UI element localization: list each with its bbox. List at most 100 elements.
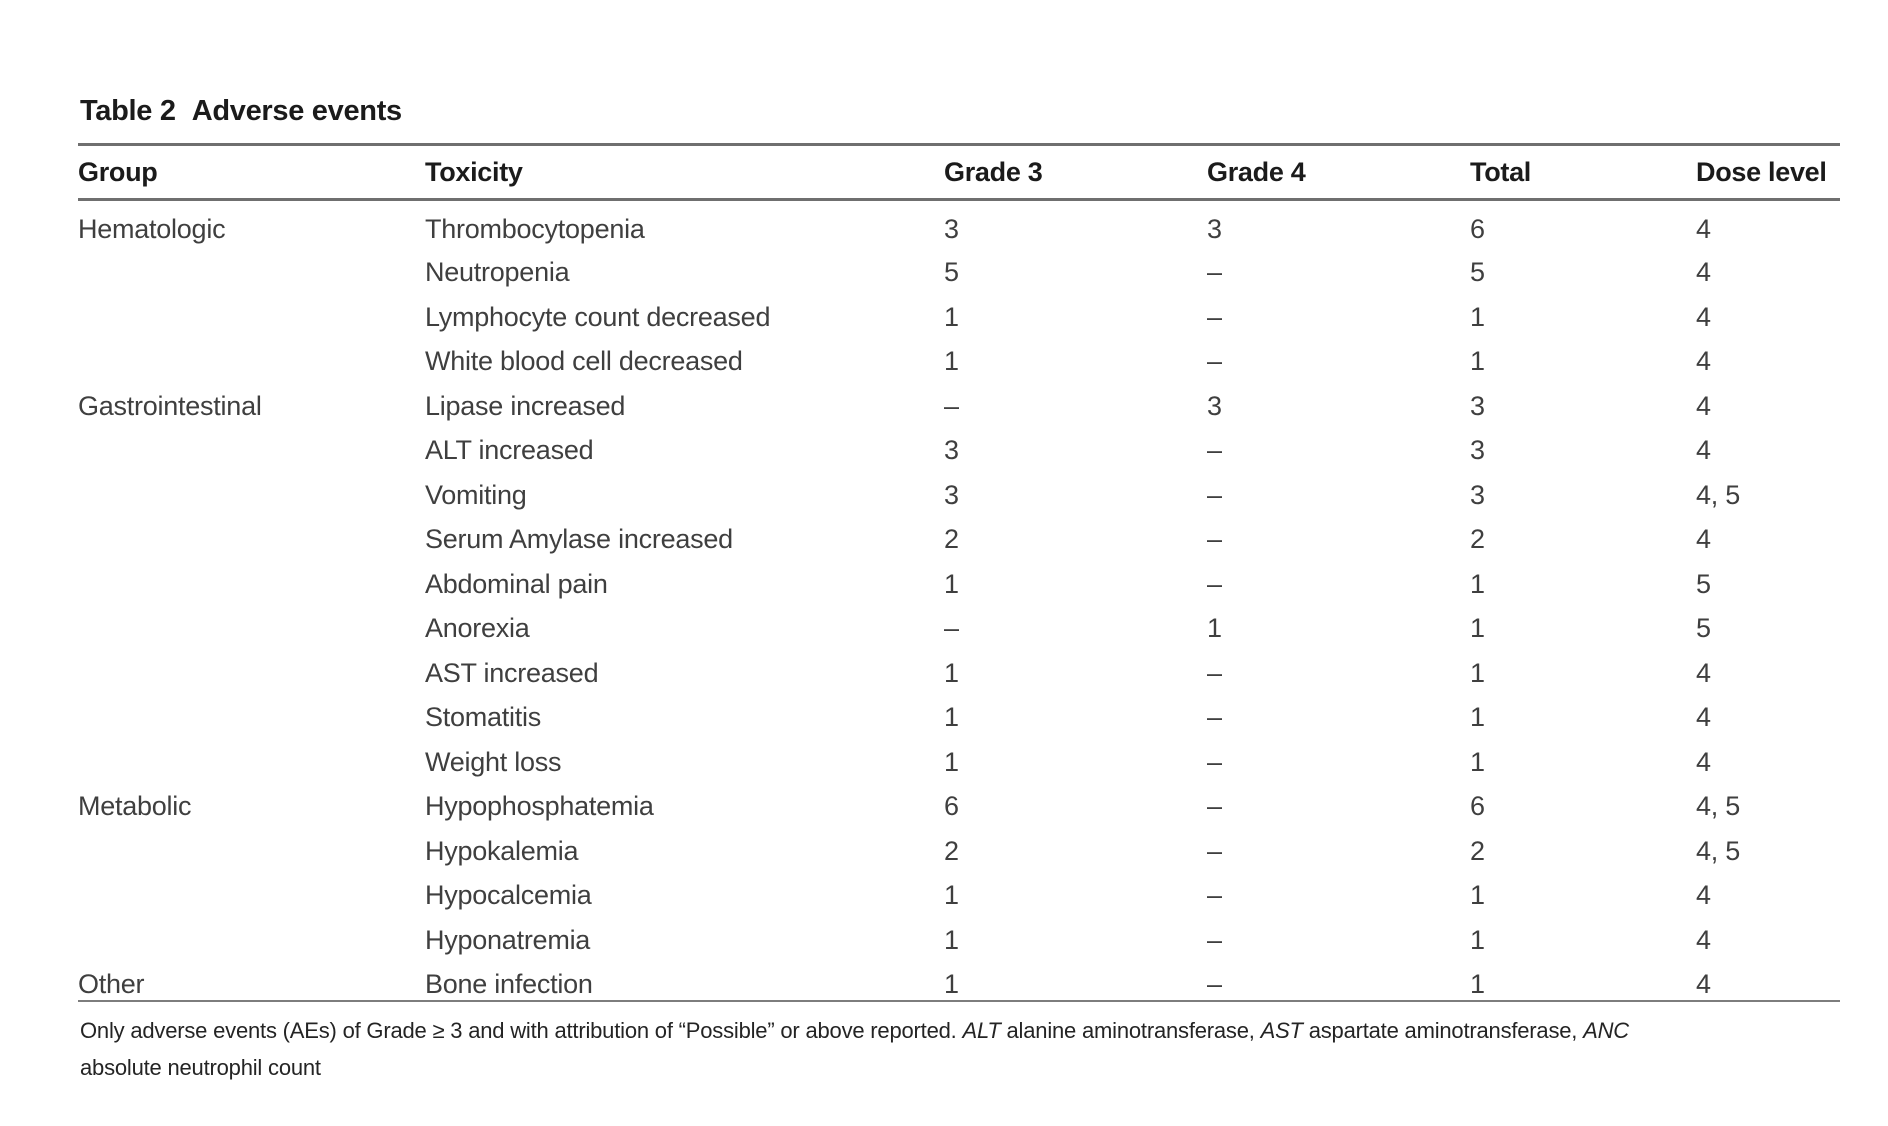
dose-cell: 4	[1696, 435, 1711, 466]
group-cell	[78, 823, 425, 868]
total-cell: 1	[1470, 702, 1485, 733]
total-cell: 6	[1470, 791, 1485, 822]
group-cell	[78, 734, 425, 779]
column-header-toxicity: Toxicity	[425, 143, 944, 201]
table-row: Gastrointestinal Lipase increased – 3 3 4	[78, 378, 1840, 423]
toxicity-cell: Hyponatremia	[425, 924, 591, 955]
dose-cell: 4, 5	[1696, 791, 1741, 822]
column-header-grade3: Grade 3	[944, 143, 1207, 201]
group-cell	[78, 333, 425, 378]
toxicity-cell: Hypocalcemia	[425, 880, 592, 911]
total-cell: 1	[1470, 301, 1485, 332]
grade4-cell: –	[1207, 791, 1222, 822]
table-row: Metabolic Hypophosphatemia 6 – 6 4, 5	[78, 778, 1840, 823]
table-row: Other Bone infection 1–1 4	[78, 956, 1840, 1002]
toxicity-cell: Weight loss	[425, 746, 562, 777]
table-label: Table 2	[80, 95, 176, 127]
total-cell: 6	[1470, 213, 1485, 244]
group-cell	[78, 511, 425, 556]
table-row: Hematologic Thrombocytopenia 3 3 6 4	[78, 200, 1840, 245]
grade4-cell: –	[1207, 479, 1222, 510]
grade4-cell: –	[1207, 880, 1222, 911]
total-cell: 1	[1470, 613, 1485, 644]
toxicity-cell: Hypokalemia	[425, 835, 579, 866]
grade4-cell: 3	[1207, 213, 1222, 244]
toxicity-cell: Lipase increased	[425, 390, 626, 421]
total-cell: 3	[1470, 435, 1485, 466]
footnote-abbreviation: ANC	[1583, 1018, 1629, 1043]
table-footnote: Only adverse events (AEs) of Grade ≥ 3 a…	[80, 1012, 1790, 1086]
total-cell: 1	[1470, 746, 1485, 777]
grade4-cell: –	[1207, 702, 1222, 733]
grade4-cell: –	[1207, 835, 1222, 866]
grade4-cell: –	[1207, 746, 1222, 777]
grade3-cell: –	[944, 390, 959, 421]
toxicity-cell: Neutropenia	[425, 257, 570, 288]
toxicity-cell: Vomiting	[425, 479, 527, 510]
grade4-cell: 3	[1207, 390, 1222, 421]
grade3-cell: 2	[944, 524, 959, 555]
toxicity-cell: ALT increased	[425, 435, 594, 466]
table-row: Weight loss 1 – 1 4	[78, 734, 1840, 779]
total-cell: 5	[1470, 257, 1485, 288]
grade4-cell: –	[1207, 568, 1222, 599]
grade3-cell: 1	[944, 924, 959, 955]
dose-cell: 4	[1696, 702, 1711, 733]
group-cell	[78, 467, 425, 512]
column-header-group: Group	[78, 143, 425, 201]
dose-cell: 4	[1696, 346, 1711, 377]
grade4-cell: –	[1207, 924, 1222, 955]
grade4-cell: –	[1207, 657, 1222, 688]
dose-cell: 4	[1696, 746, 1711, 777]
grade4-cell: –	[1207, 257, 1222, 288]
dose-cell: 4	[1696, 657, 1711, 688]
total-cell: 3	[1470, 479, 1485, 510]
adverse-events-table: Group Toxicity Grade 3 Grade 4 Total Dos…	[78, 143, 1840, 1002]
footnote-abbreviation: AST	[1260, 1018, 1303, 1043]
grade3-cell: 1	[944, 880, 959, 911]
dose-cell: 5	[1696, 613, 1711, 644]
grade3-cell: 1	[944, 568, 959, 599]
group-cell	[78, 645, 425, 690]
footnote-text: alanine aminotransferase,	[1000, 1018, 1261, 1043]
total-cell: 2	[1470, 835, 1485, 866]
dose-cell: 5	[1696, 568, 1711, 599]
toxicity-cell: White blood cell decreased	[425, 346, 743, 377]
toxicity-cell: Lymphocyte count decreased	[425, 301, 771, 332]
total-cell: 3	[1470, 390, 1485, 421]
table-header-row: Group Toxicity Grade 3 Grade 4 Total Dos…	[78, 143, 1840, 201]
grade3-cell: 1	[944, 956, 1207, 1002]
table-row: Anorexia – 1 1 5	[78, 600, 1840, 645]
toxicity-cell: Serum Amylase increased	[425, 524, 733, 555]
dose-cell: 4	[1696, 390, 1711, 421]
dose-cell: 4	[1696, 924, 1711, 955]
grade4-cell: –	[1207, 301, 1222, 332]
footnote-line-1: Only adverse events (AEs) of Grade ≥ 3 a…	[80, 1018, 1629, 1043]
grade3-cell: 6	[944, 791, 959, 822]
table-row: Serum Amylase increased 2 – 2 4	[78, 511, 1840, 556]
dose-cell: 4	[1696, 524, 1711, 555]
group-cell	[78, 289, 425, 334]
grade3-cell: 2	[944, 835, 959, 866]
table-row: Hypokalemia 2 – 2 4, 5	[78, 823, 1840, 868]
table-row: Vomiting 3 – 3 4, 5	[78, 467, 1840, 512]
table-row: White blood cell decreased 1 – 1 4	[78, 333, 1840, 378]
group-cell	[78, 867, 425, 912]
group-cell: Other	[78, 956, 425, 1002]
total-cell: 1	[1470, 924, 1485, 955]
group-cell	[78, 422, 425, 467]
dose-cell: 4	[1696, 257, 1711, 288]
grade4-cell: –	[1207, 346, 1222, 377]
group-cell	[78, 689, 425, 734]
total-cell: 1	[1470, 568, 1485, 599]
column-header-grade4: Grade 4	[1207, 143, 1470, 201]
group-cell	[78, 600, 425, 645]
toxicity-cell: Abdominal pain	[425, 568, 608, 599]
total-cell: 1	[1470, 657, 1485, 688]
grade4-cell: 1	[1207, 613, 1222, 644]
dose-cell: 4, 5	[1696, 835, 1741, 866]
dose-cell: 4, 5	[1696, 479, 1741, 510]
total-cell: 1	[1470, 880, 1485, 911]
toxicity-cell: Bone infection	[425, 956, 944, 1002]
group-cell: Hematologic	[78, 213, 226, 244]
